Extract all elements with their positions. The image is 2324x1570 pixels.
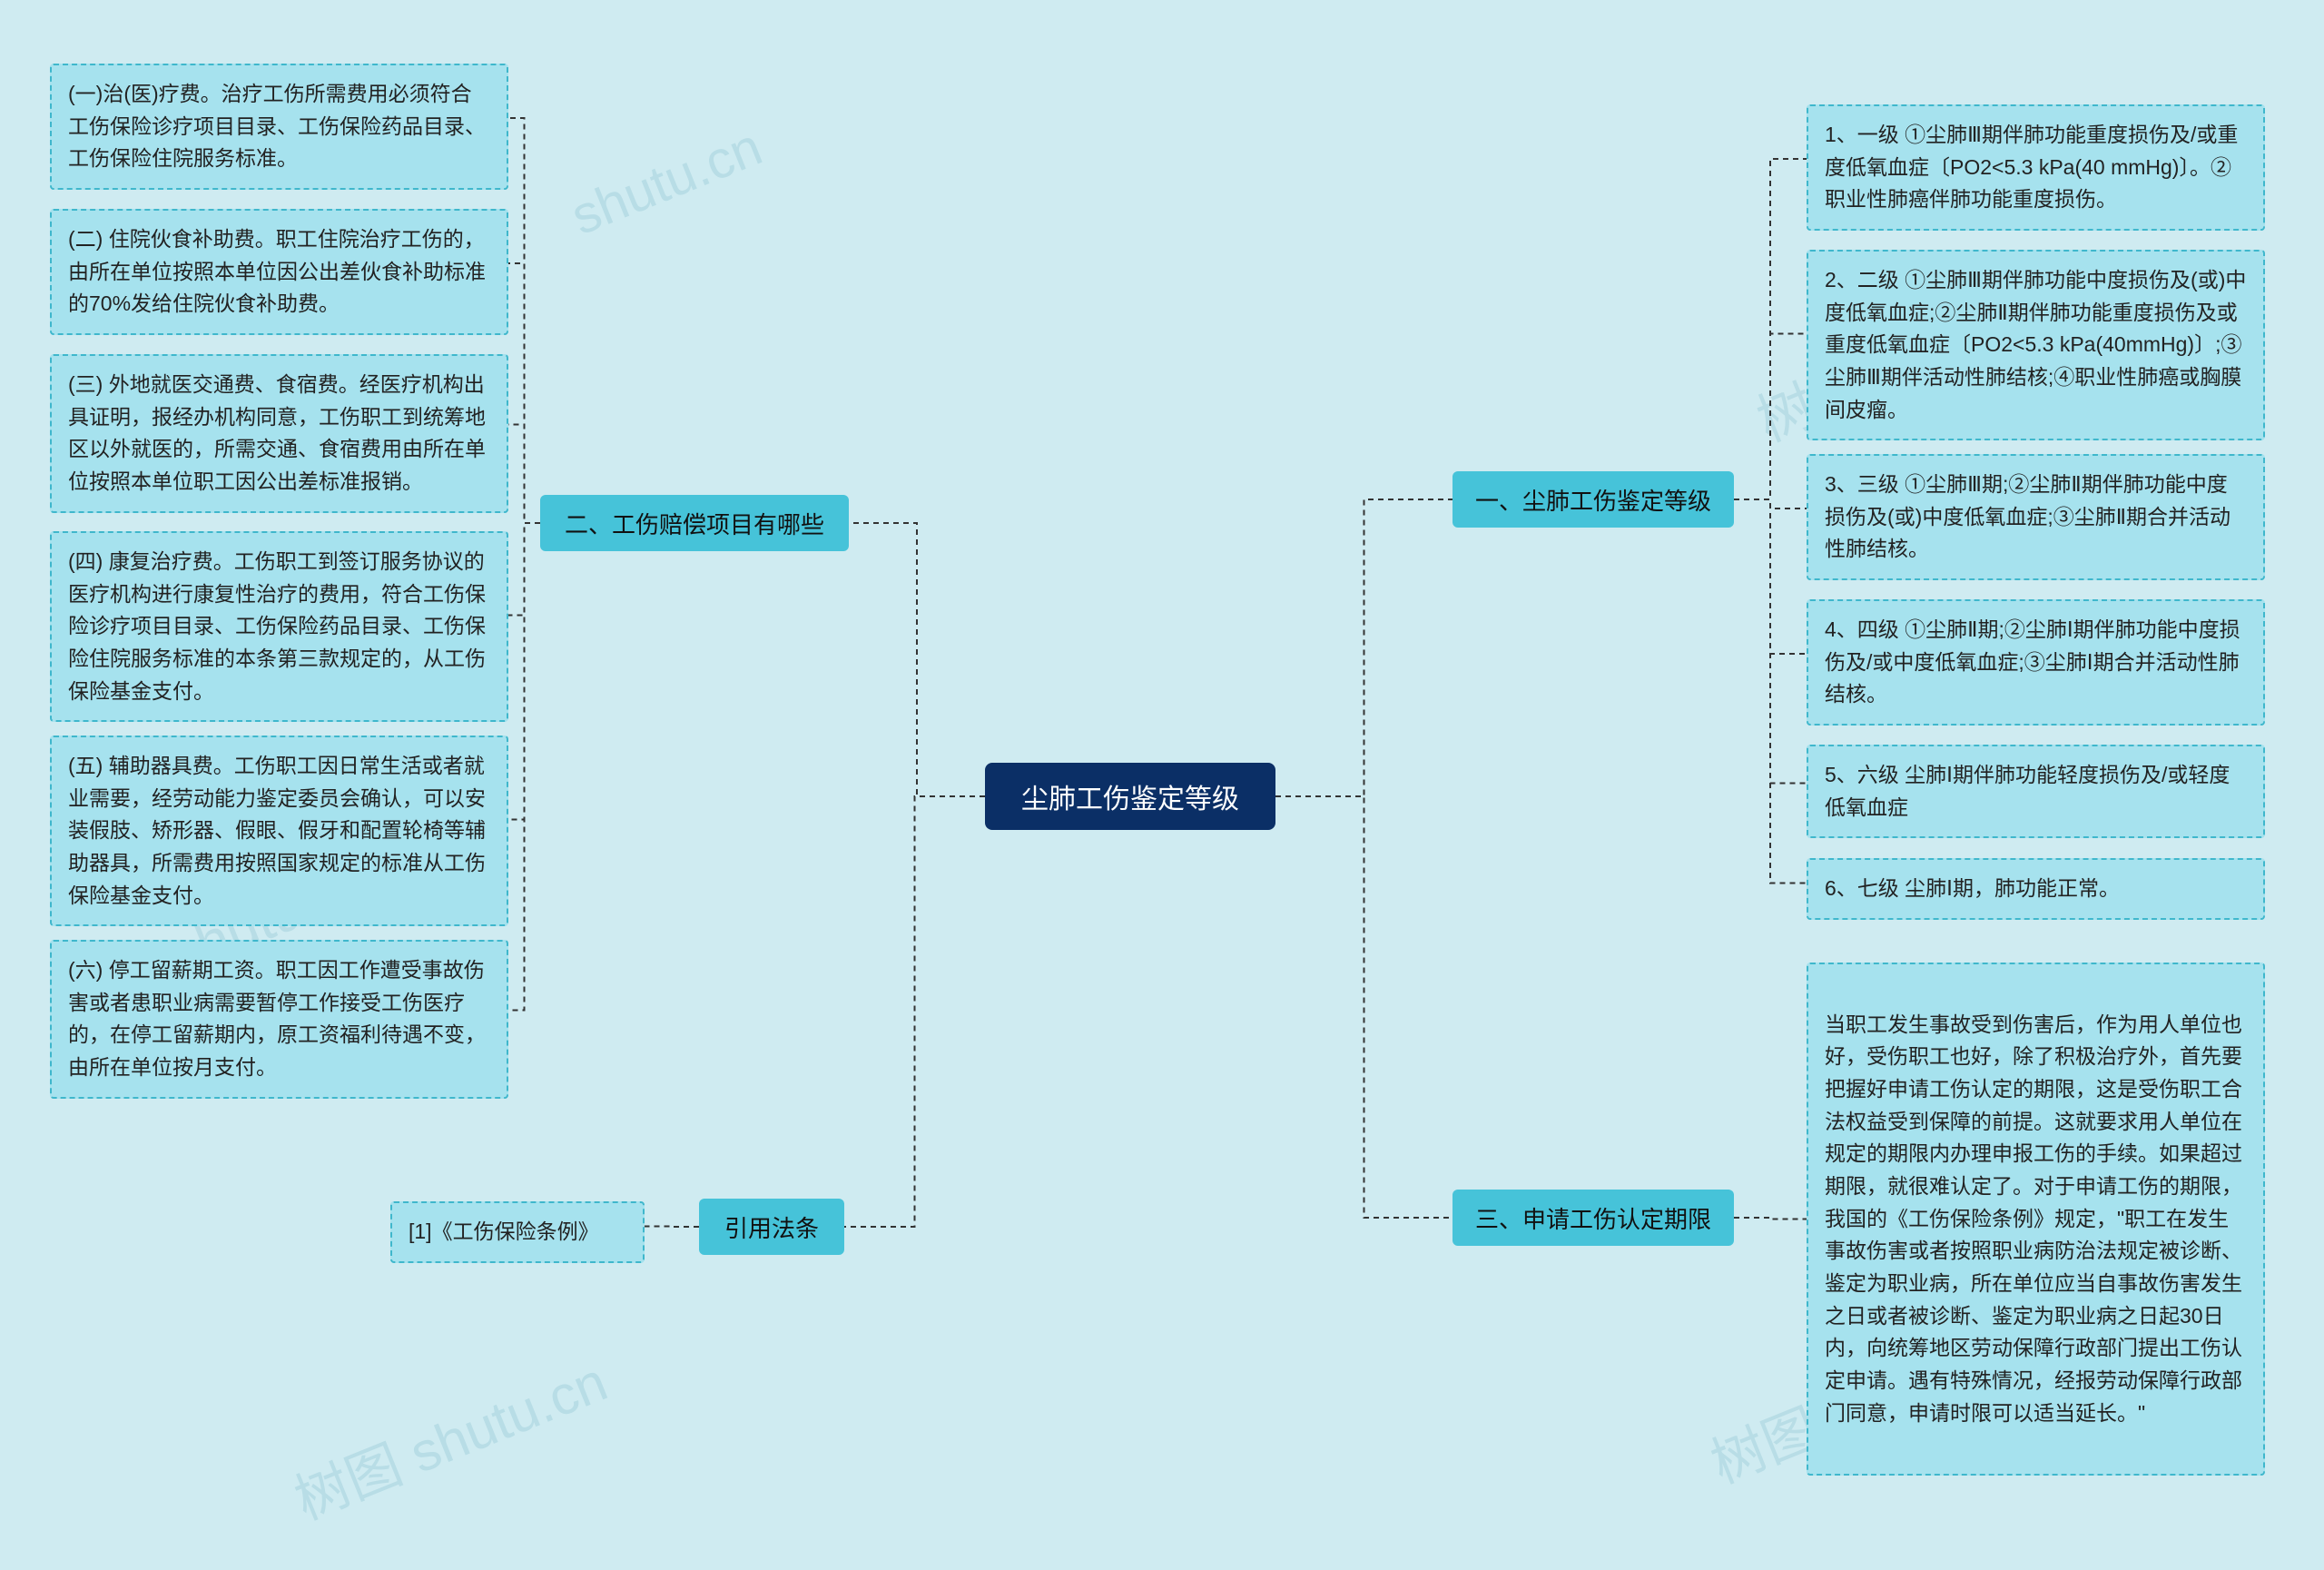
leaf-node: 6、七级 尘肺Ⅰ期，肺功能正常。 <box>1807 858 2265 920</box>
canvas: shutu.cn树图 shutu.cn树图 shutu.cn树图 shutu.c… <box>0 0 2324 1570</box>
watermark: shutu.cn <box>563 116 770 247</box>
leaf-node: 当职工发生事故受到伤害后，作为用人单位也好，受伤职工也好，除了积极治疗外，首先要… <box>1807 963 2265 1476</box>
leaf-node: 3、三级 ①尘肺Ⅲ期;②尘肺Ⅱ期伴肺功能中度损伤及(或)中度低氧血症;③尘肺Ⅱ期… <box>1807 454 2265 580</box>
branch-node: 一、尘肺工伤鉴定等级 <box>1452 471 1734 528</box>
watermark: 树图 shutu.cn <box>281 1338 617 1535</box>
branch-node: 三、申请工伤认定期限 <box>1452 1190 1734 1246</box>
leaf-node: (四) 康复治疗费。工伤职工到签订服务协议的医疗机构进行康复性治疗的费用，符合工… <box>50 531 508 722</box>
leaf-node: [1]《工伤保险条例》 <box>390 1201 645 1263</box>
leaf-node: (二) 住院伙食补助费。职工住院治疗工伤的，由所在单位按照本单位因公出差伙食补助… <box>50 209 508 335</box>
branch-node: 二、工伤赔偿项目有哪些 <box>540 495 849 551</box>
leaf-node: (一)治(医)疗费。治疗工伤所需费用必须符合工伤保险诊疗项目目录、工伤保险药品目… <box>50 64 508 190</box>
leaf-node: 1、一级 ①尘肺Ⅲ期伴肺功能重度损伤及/或重度低氧血症〔PO2<5.3 kPa(… <box>1807 104 2265 231</box>
leaf-node: 5、六级 尘肺Ⅰ期伴肺功能轻度损伤及/或轻度低氧血症 <box>1807 745 2265 838</box>
branch-node: 引用法条 <box>699 1199 844 1255</box>
leaf-node: (五) 辅助器具费。工伤职工因日常生活或者就业需要，经劳动能力鉴定委员会确认，可… <box>50 736 508 926</box>
root-node: 尘肺工伤鉴定等级 <box>985 763 1275 830</box>
leaf-node: (六) 停工留薪期工资。职工因工作遭受事故伤害或者患职业病需要暂停工作接受工伤医… <box>50 940 508 1099</box>
leaf-node: 4、四级 ①尘肺Ⅱ期;②尘肺Ⅰ期伴肺功能中度损伤及/或中度低氧血症;③尘肺Ⅰ期合… <box>1807 599 2265 726</box>
leaf-node: 2、二级 ①尘肺Ⅲ期伴肺功能中度损伤及(或)中度低氧血症;②尘肺Ⅱ期伴肺功能重度… <box>1807 250 2265 440</box>
leaf-node: (三) 外地就医交通费、食宿费。经医疗机构出具证明，报经办机构同意，工伤职工到统… <box>50 354 508 513</box>
